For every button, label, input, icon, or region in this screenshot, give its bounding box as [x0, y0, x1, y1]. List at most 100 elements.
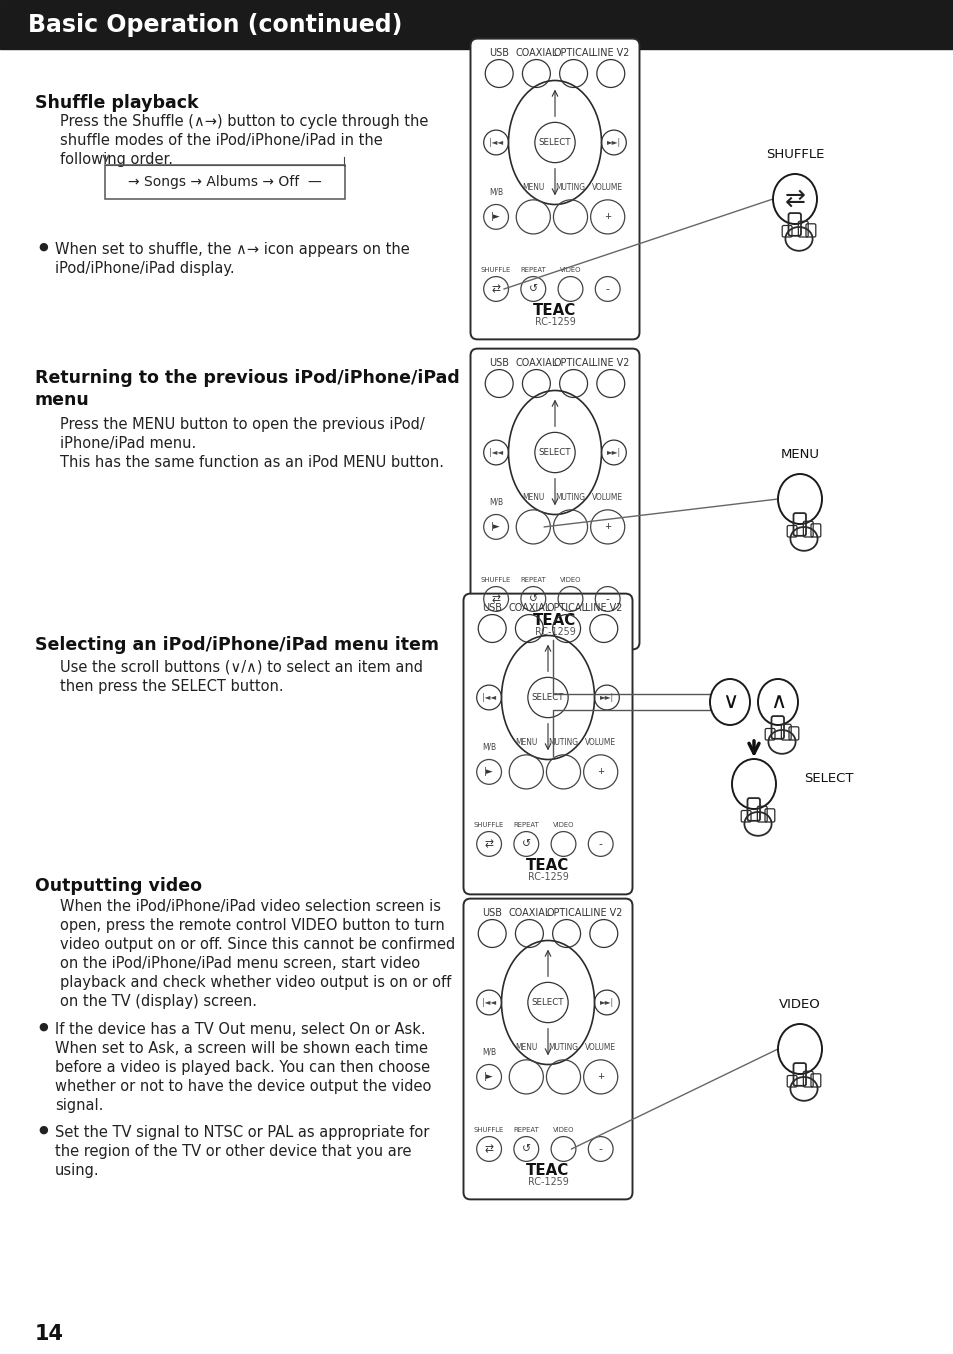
Text: RC-1259: RC-1259 — [534, 317, 575, 326]
Text: MUTING: MUTING — [548, 1043, 578, 1052]
Text: ↺: ↺ — [521, 1144, 530, 1154]
Text: on the TV (display) screen.: on the TV (display) screen. — [60, 994, 256, 1009]
Text: whether or not to have the device output the video: whether or not to have the device output… — [55, 1079, 431, 1094]
Text: ►►|: ►►| — [606, 138, 620, 148]
Text: -: - — [605, 594, 609, 604]
Text: VOLUME: VOLUME — [584, 1043, 616, 1052]
Text: open, press the remote control VIDEO button to turn: open, press the remote control VIDEO but… — [60, 918, 444, 933]
Text: SELECT: SELECT — [531, 693, 563, 701]
Text: following order.: following order. — [60, 152, 172, 167]
Text: LINE V2: LINE V2 — [592, 47, 629, 58]
Bar — [105, 165, 345, 199]
Text: → Songs → Albums → Off  —: → Songs → Albums → Off — — [128, 175, 321, 190]
Text: COAXIAL: COAXIAL — [515, 47, 557, 58]
Text: This has the same function as an iPod MENU button.: This has the same function as an iPod ME… — [60, 455, 443, 470]
FancyBboxPatch shape — [470, 39, 639, 340]
Text: When set to shuffle, the ∧→ icon appears on the: When set to shuffle, the ∧→ icon appears… — [55, 242, 410, 257]
Text: ↺: ↺ — [528, 594, 537, 604]
Text: TEAC: TEAC — [526, 858, 569, 873]
Text: MUTING: MUTING — [555, 493, 585, 502]
Text: VIDEO: VIDEO — [552, 1128, 574, 1133]
Text: VIDEO: VIDEO — [559, 268, 580, 274]
Text: |◄◄: |◄◄ — [489, 448, 502, 458]
Text: iPod/iPhone/iPad display.: iPod/iPhone/iPad display. — [55, 261, 234, 276]
Text: SELECT: SELECT — [538, 448, 571, 458]
Text: signal.: signal. — [55, 1098, 103, 1113]
Text: SELECT: SELECT — [538, 138, 571, 148]
Text: Use the scroll buttons (∨/∧) to select an item and: Use the scroll buttons (∨/∧) to select a… — [60, 659, 422, 676]
Bar — [0, 0, 953, 49]
Text: ►►|: ►►| — [599, 693, 614, 701]
Text: on the iPod/iPhone/iPad menu screen, start video: on the iPod/iPhone/iPad menu screen, sta… — [60, 956, 419, 971]
Text: video output on or off. Since this cannot be confirmed: video output on or off. Since this canno… — [60, 937, 455, 952]
Text: USB: USB — [482, 909, 501, 918]
Text: +: + — [603, 523, 611, 531]
Text: Shuffle playback: Shuffle playback — [35, 93, 198, 112]
Text: |◄◄: |◄◄ — [481, 693, 496, 701]
Text: LINE V2: LINE V2 — [584, 603, 621, 613]
Text: M/B: M/B — [481, 1048, 496, 1056]
Text: SHUFFLE: SHUFFLE — [474, 822, 504, 829]
Text: MENU: MENU — [780, 448, 819, 460]
Text: TEAC: TEAC — [533, 613, 576, 628]
Text: Outputting video: Outputting video — [35, 877, 202, 895]
Text: ∧: ∧ — [769, 692, 785, 712]
Text: VIDEO: VIDEO — [552, 822, 574, 829]
Text: OPTICAL: OPTICAL — [545, 909, 586, 918]
Text: VOLUME: VOLUME — [592, 183, 622, 192]
Text: Selecting an iPod/iPhone/iPad menu item: Selecting an iPod/iPhone/iPad menu item — [35, 636, 438, 654]
Text: before a video is played back. You can then choose: before a video is played back. You can t… — [55, 1060, 430, 1075]
Text: MUTING: MUTING — [555, 183, 585, 192]
Text: REPEAT: REPEAT — [513, 822, 538, 829]
Text: SELECT: SELECT — [803, 773, 853, 785]
Text: SHUFFLE: SHUFFLE — [480, 268, 511, 274]
Text: ⇄: ⇄ — [484, 1144, 493, 1154]
Text: ∨: ∨ — [721, 692, 738, 712]
Text: REPEAT: REPEAT — [520, 577, 546, 584]
Text: ↺: ↺ — [521, 839, 530, 849]
Text: ⇄: ⇄ — [484, 839, 493, 849]
Text: LINE V2: LINE V2 — [584, 909, 621, 918]
Text: REPEAT: REPEAT — [520, 268, 546, 274]
Text: |◄◄: |◄◄ — [481, 998, 496, 1007]
Text: ⇄: ⇄ — [491, 284, 500, 294]
Text: TEAC: TEAC — [533, 303, 576, 318]
Text: COAXIAL: COAXIAL — [515, 357, 557, 368]
Text: ⇄: ⇄ — [783, 187, 804, 211]
Text: SHUFFLE: SHUFFLE — [474, 1128, 504, 1133]
Text: M/B: M/B — [489, 498, 502, 506]
Text: When set to Ask, a screen will be shown each time: When set to Ask, a screen will be shown … — [55, 1041, 428, 1056]
Text: -: - — [605, 284, 609, 294]
Text: playback and check whether video output is on or off: playback and check whether video output … — [60, 975, 451, 990]
Text: menu: menu — [35, 391, 90, 409]
Text: MENU: MENU — [521, 183, 544, 192]
Text: |◄◄: |◄◄ — [489, 138, 502, 148]
Text: +: + — [597, 1072, 603, 1082]
Text: ●: ● — [38, 1022, 48, 1032]
Text: 14: 14 — [35, 1324, 64, 1345]
Text: USB: USB — [489, 47, 509, 58]
Text: ●: ● — [38, 1125, 48, 1135]
Text: When the iPod/iPhone/iPad video selection screen is: When the iPod/iPhone/iPad video selectio… — [60, 899, 440, 914]
Text: -: - — [598, 1144, 602, 1154]
Text: +: + — [597, 768, 603, 776]
Text: REPEAT: REPEAT — [513, 1128, 538, 1133]
Text: Press the Shuffle (∧→) button to cycle through the: Press the Shuffle (∧→) button to cycle t… — [60, 114, 428, 129]
Text: MENU: MENU — [515, 738, 537, 747]
Text: -: - — [598, 839, 602, 849]
Text: ►►|: ►►| — [599, 998, 614, 1007]
Text: MUTING: MUTING — [548, 738, 578, 747]
Text: ↺: ↺ — [528, 284, 537, 294]
Text: OPTICAL: OPTICAL — [553, 47, 594, 58]
Text: Basic Operation (continued): Basic Operation (continued) — [28, 14, 402, 37]
Text: RC-1259: RC-1259 — [527, 1177, 568, 1186]
Text: |►: |► — [484, 768, 494, 776]
Text: VIDEO: VIDEO — [559, 577, 580, 584]
Text: SHUFFLE: SHUFFLE — [480, 577, 511, 584]
Text: COAXIAL: COAXIAL — [508, 603, 550, 613]
Text: the region of the TV or other device that you are: the region of the TV or other device tha… — [55, 1144, 411, 1159]
Text: LINE V2: LINE V2 — [592, 357, 629, 368]
Text: iPhone/iPad menu.: iPhone/iPad menu. — [60, 436, 196, 451]
Text: Set the TV signal to NTSC or PAL as appropriate for: Set the TV signal to NTSC or PAL as appr… — [55, 1125, 429, 1140]
Text: If the device has a TV Out menu, select On or Ask.: If the device has a TV Out menu, select … — [55, 1022, 425, 1037]
